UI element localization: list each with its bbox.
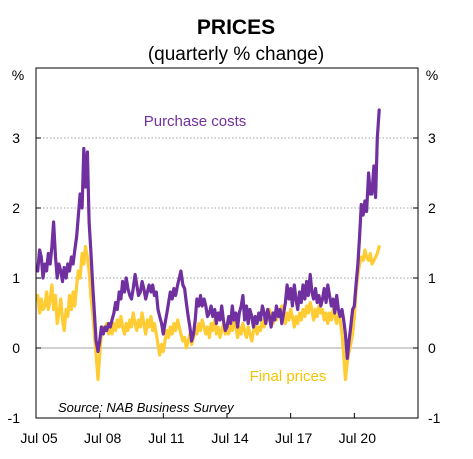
x-tick-label: Jul 14 bbox=[211, 430, 249, 446]
chart-subtitle: (quarterly % change) bbox=[148, 44, 324, 65]
y-tick-label-left: 0 bbox=[12, 340, 20, 356]
series-line-purchase-costs bbox=[36, 108, 381, 361]
y-tick-label-left: 1 bbox=[12, 270, 20, 286]
y-tick-label-right: 1 bbox=[428, 270, 436, 286]
y-tick-label-left: 3 bbox=[12, 130, 20, 146]
y-tick-label-right: 0 bbox=[428, 340, 436, 356]
y-tick-label-left: 2 bbox=[12, 200, 20, 216]
series-lines bbox=[36, 108, 381, 382]
x-tick-label: Jul 17 bbox=[275, 430, 313, 446]
chart-title: PRICES bbox=[197, 16, 275, 39]
y-tick-label-right: 3 bbox=[428, 130, 436, 146]
y-unit-left: % bbox=[12, 67, 24, 83]
x-tick-label: Jul 20 bbox=[339, 430, 377, 446]
axis-ticks: -1 -1 0 0 1 1 2 2 3 3 Jul 05 Jul 08 Jul 11 Jul 14 Jul … bbox=[8, 130, 441, 446]
x-tick-label: Jul 08 bbox=[84, 430, 122, 446]
y-tick-label-right: -1 bbox=[428, 410, 441, 426]
y-unit-right: % bbox=[426, 67, 438, 83]
series-label-final-prices: Final prices bbox=[250, 368, 327, 385]
source-note: Source: NAB Business Survey bbox=[58, 400, 235, 415]
x-tick-label: Jul 11 bbox=[148, 430, 185, 446]
plot-frame bbox=[35, 67, 419, 419]
x-tick-label: Jul 05 bbox=[20, 430, 58, 446]
series-label-purchase-costs: Purchase costs bbox=[144, 113, 247, 130]
y-tick-label-left: -1 bbox=[8, 410, 21, 426]
y-tick-label-right: 2 bbox=[428, 200, 436, 216]
